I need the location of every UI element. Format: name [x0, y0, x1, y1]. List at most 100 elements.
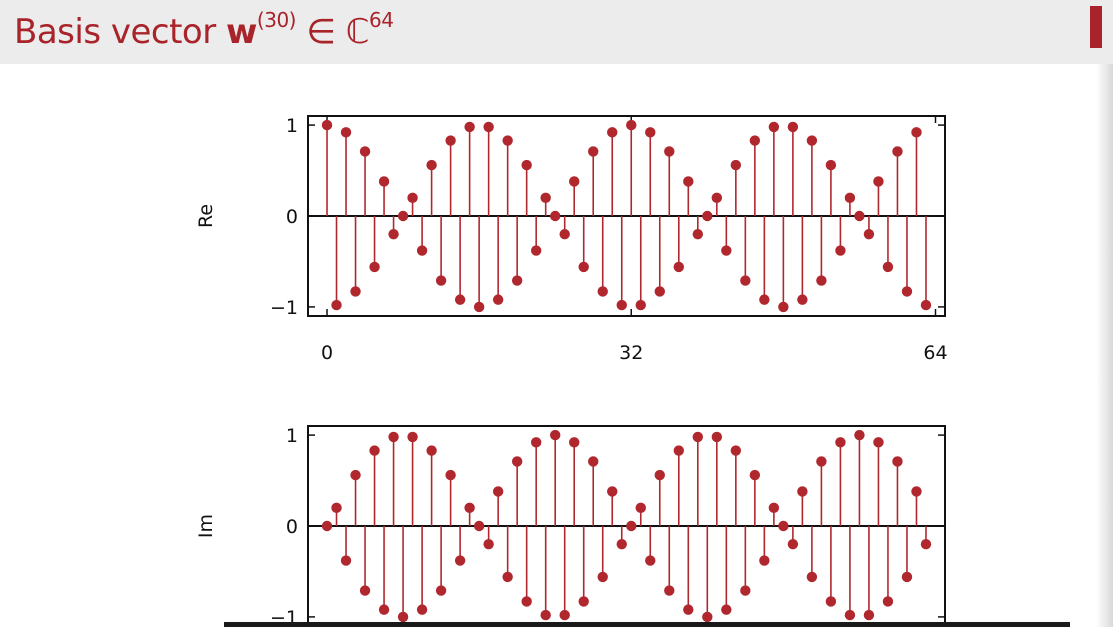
im-ytick-label: 0: [286, 516, 298, 538]
re-stem-marker: [892, 146, 903, 157]
re-stem-marker: [588, 146, 599, 157]
im-stem-marker: [321, 520, 333, 532]
im-stem-marker: [435, 585, 447, 596]
re-stem-marker: [607, 127, 618, 138]
im-stem-marker: [730, 445, 742, 456]
slide-header: Basis vector w(30) ∈ ℂ64: [0, 0, 1113, 64]
im-stem-marker: [768, 502, 780, 514]
re-stem-marker: [616, 299, 627, 311]
re-stem-marker: [369, 261, 380, 273]
im-stem-marker: [445, 469, 456, 481]
im-stem-marker: [607, 486, 618, 497]
re-stem-marker: [502, 135, 513, 146]
re-stem-marker: [901, 286, 913, 297]
im-stem-marker: [873, 437, 884, 448]
re-stem-marker: [664, 146, 675, 157]
im-stem-marker: [825, 596, 837, 607]
im-stem-marker: [692, 431, 704, 443]
re-stem-marker: [768, 121, 780, 133]
re-stem-marker: [816, 275, 827, 286]
re-panel: 1 0 −1 0 32 64 Re: [195, 115, 948, 364]
re-stem-marker: [920, 299, 932, 311]
re-ytick-label: 0: [286, 206, 298, 228]
im-stem-marker: [645, 555, 656, 566]
im-stem-marker: [331, 502, 342, 514]
im-stem-marker: [911, 486, 922, 497]
re-stem-marker: [654, 286, 665, 297]
im-stem-marker: [388, 431, 399, 443]
im-ytick-label: −1: [270, 607, 298, 627]
im-stem-marker: [892, 456, 903, 467]
im-axis-label: Im: [195, 514, 217, 538]
re-stem-marker: [549, 210, 561, 222]
re-stem-marker: [854, 210, 865, 222]
re-stem-marker: [416, 245, 428, 256]
re-stem-marker: [844, 192, 856, 204]
im-stem-marker: [673, 445, 684, 456]
re-stem-marker: [464, 121, 475, 133]
re-stem-marker: [911, 127, 922, 138]
slide-edge-shadow: [1096, 64, 1113, 627]
re-stem-marker: [778, 301, 789, 313]
im-stem-marker: [816, 456, 827, 467]
title-superscript: (30): [256, 8, 297, 32]
im-stem-marker: [787, 538, 799, 550]
im-ytick-label: 1: [286, 425, 298, 447]
re-stem-marker: [702, 210, 713, 222]
re-stem-marker: [473, 301, 485, 313]
im-stem-marker: [473, 520, 485, 532]
im-stem-marker: [616, 538, 627, 550]
im-stem-marker: [863, 609, 875, 621]
re-stem-marker: [569, 176, 580, 187]
re-stem-marker: [540, 192, 551, 204]
im-stem-marker: [626, 520, 637, 532]
re-stem-marker: [378, 176, 390, 187]
im-stem-marker: [683, 604, 694, 615]
im-stem-marker: [797, 486, 808, 497]
im-stem-marker: [530, 437, 542, 448]
re-stem-marker: [483, 121, 494, 133]
re-stem-marker: [749, 135, 761, 146]
re-stem-marker: [711, 192, 723, 204]
im-stem-marker: [835, 437, 846, 448]
im-stem-marker: [711, 431, 723, 443]
re-stem-marker: [692, 228, 704, 240]
title-dimension: 64: [368, 8, 394, 32]
header-accent-block: [1090, 6, 1102, 48]
im-stem-marker: [483, 538, 494, 550]
im-stem-marker: [359, 585, 371, 596]
im-panel: 1 0 −1 Im: [195, 425, 946, 627]
im-stem-marker: [511, 456, 523, 467]
re-stem-marker: [426, 159, 437, 171]
im-stem-marker: [664, 585, 675, 596]
re-axis-label: Re: [195, 204, 217, 228]
re-ytick-label: 1: [286, 115, 298, 137]
re-stem-marker: [321, 119, 333, 131]
im-stem-marker: [749, 469, 761, 481]
im-stem-marker: [569, 437, 580, 448]
im-stem-marker: [502, 571, 513, 583]
re-stem-marker: [683, 176, 694, 187]
re-stem-marker: [673, 261, 684, 273]
re-xtick-label: 32: [619, 342, 643, 364]
title-in-symbol: ∈ ℂ: [295, 12, 369, 52]
im-stem-marker: [397, 611, 409, 623]
re-stem-marker: [407, 192, 418, 204]
im-stem-marker: [350, 469, 361, 481]
re-stem-marker: [787, 121, 799, 133]
slide-title: Basis vector w(30) ∈ ℂ64: [14, 8, 394, 52]
im-stem-marker: [407, 431, 418, 443]
im-stem-marker: [340, 555, 352, 566]
title-prefix: Basis vector: [14, 12, 226, 52]
video-bottom-bar: [224, 622, 1070, 627]
re-stem-marker: [825, 159, 837, 171]
re-stem-marker: [597, 286, 608, 297]
im-stem-marker: [454, 555, 466, 566]
im-stem-marker: [578, 596, 589, 607]
im-stem-marker: [844, 609, 856, 621]
title-vector: w: [226, 12, 257, 52]
re-stem-marker: [511, 275, 523, 286]
re-stem-marker: [759, 294, 770, 305]
re-stem-marker: [350, 286, 361, 297]
